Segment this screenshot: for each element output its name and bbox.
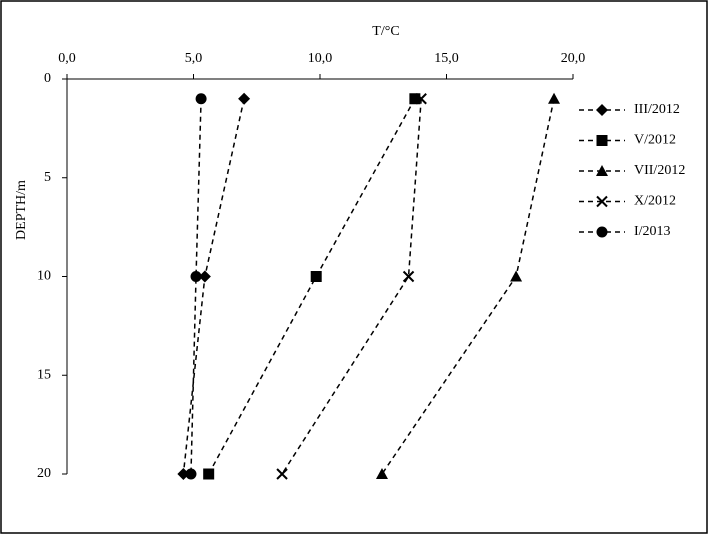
marker [409, 93, 421, 105]
legend-marker [596, 226, 608, 238]
legend-label: III/2012 [634, 102, 680, 117]
series-line [190, 98, 202, 475]
y-tick-label: 15 [37, 367, 51, 382]
x-tick-label: 10,0 [308, 51, 333, 66]
marker [510, 270, 523, 282]
legend-label: I/2013 [634, 224, 671, 239]
marker [548, 92, 561, 104]
marker [238, 92, 251, 105]
y-tick-label: 20 [37, 466, 51, 481]
x-axis-title: T/°C [372, 24, 399, 39]
series-line [208, 98, 416, 475]
marker [276, 468, 288, 480]
marker [190, 271, 202, 282]
legend-label: V/2012 [634, 133, 676, 148]
y-tick-label: 10 [37, 269, 51, 284]
y-tick-label: 0 [44, 71, 51, 86]
series-line [281, 98, 422, 475]
y-axis-title: DEPTH/m [14, 180, 29, 240]
marker [310, 271, 322, 282]
legend-label: X/2012 [634, 194, 676, 209]
marker [375, 468, 388, 479]
marker [198, 270, 211, 283]
marker [185, 468, 197, 480]
marker [203, 468, 215, 480]
y-tick-label: 5 [44, 170, 51, 185]
legend-marker [596, 104, 608, 116]
legend-marker [596, 195, 608, 208]
x-tick-label: 20,0 [561, 51, 586, 66]
legend-label: VII/2012 [634, 163, 685, 178]
x-tick-label: 15,0 [434, 51, 459, 66]
marker [415, 93, 427, 105]
legend-marker [596, 135, 608, 146]
legend-marker [596, 165, 608, 176]
marker [195, 93, 207, 105]
x-tick-label: 0,0 [58, 51, 76, 66]
x-tick-label: 5,0 [185, 51, 203, 66]
marker [402, 270, 415, 283]
